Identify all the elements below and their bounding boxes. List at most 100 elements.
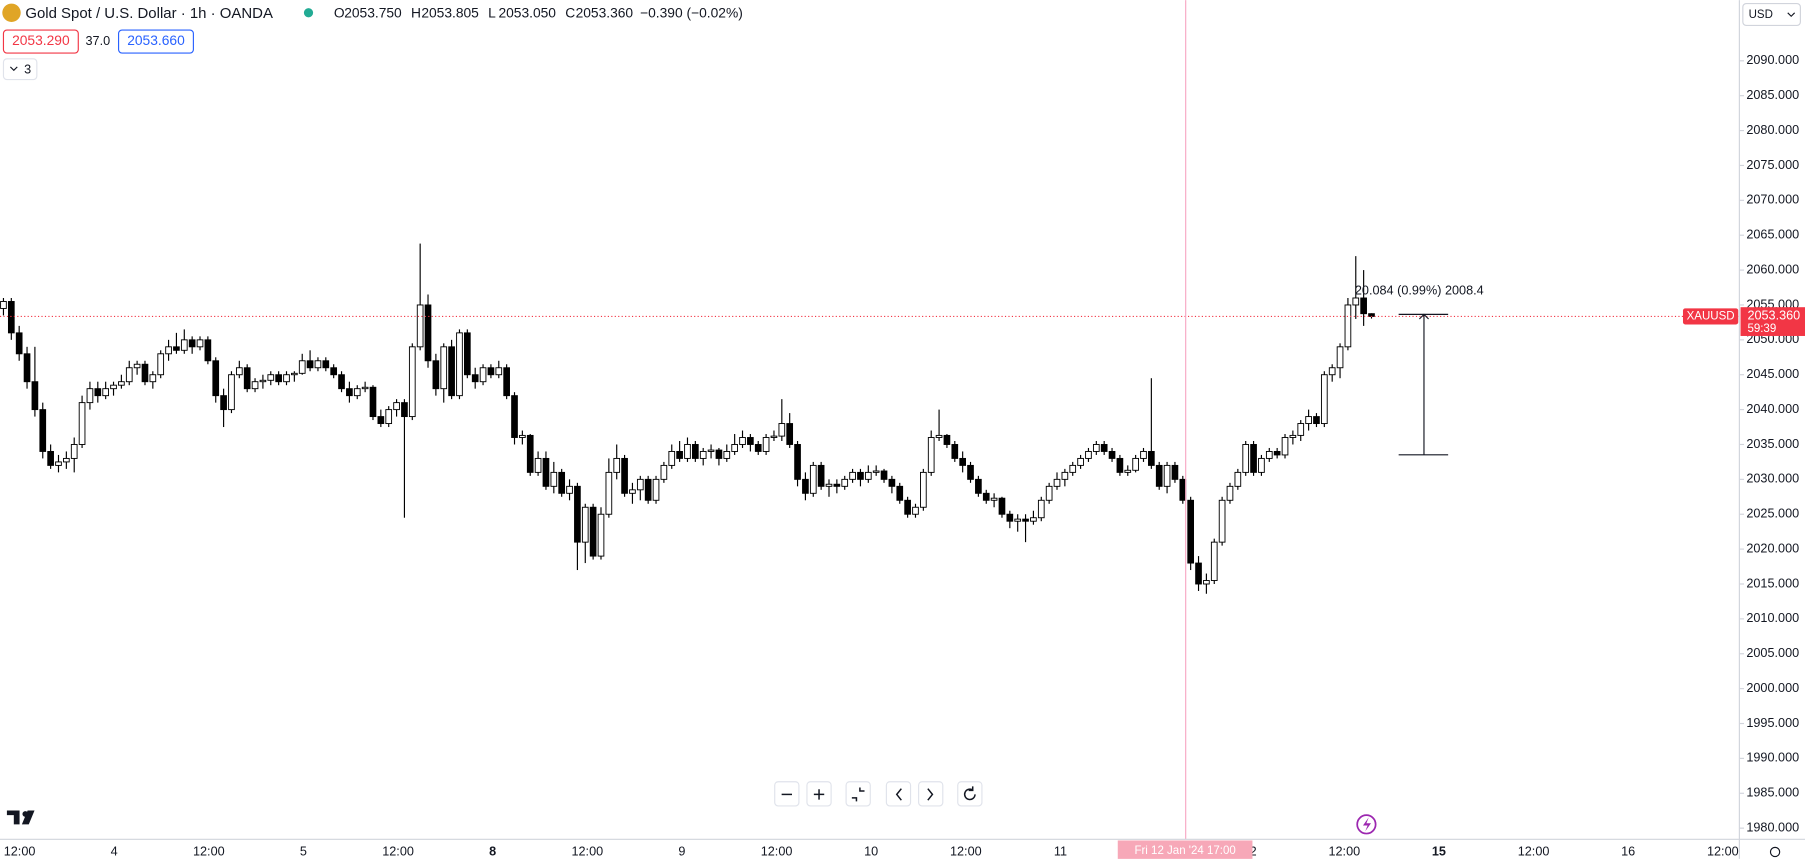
candle-body [251,381,259,390]
candle-body [173,346,180,351]
candle-body [1124,469,1132,473]
candle-body [943,434,951,445]
candle-body [1203,580,1210,585]
candle-body [306,360,314,369]
candle-body [1273,450,1281,456]
candle-body [699,450,707,459]
y-tick-label: 2085.000 [1746,88,1799,102]
candle-body [927,437,935,473]
candle-body [330,367,338,376]
measure-tool[interactable] [1398,313,1449,456]
logo [6,810,35,825]
candle-body [731,444,738,452]
candle-body [975,478,982,494]
ask: 2053.660 [127,32,185,48]
candle-body [574,485,581,543]
candle-body [723,450,731,459]
y-tick-label: 2065.000 [1746,228,1799,242]
candle-body [94,388,102,397]
candle-body [707,449,715,452]
x-tick-label: 4 [111,844,118,858]
currency-caret [1787,12,1796,18]
candle-body [1148,450,1155,466]
x-tick-label: 10 [864,844,878,858]
candle-body [401,402,408,418]
candle-body [196,339,204,348]
y-tick-label: 1990.000 [1746,751,1799,765]
candle-body [566,485,573,494]
candle-body [581,506,589,543]
candle-body [1218,499,1226,543]
y-tick-label: 2040.000 [1746,402,1799,416]
crosshair-time: Fri 12 Jan '24 17:00 [1134,845,1235,857]
candle-body [794,444,801,480]
settings-icon[interactable] [1769,846,1781,858]
candle-body [1077,457,1084,466]
market-status [303,8,314,18]
candle-body [39,409,47,452]
countdown: 59:39 [1747,323,1776,335]
candle-body [739,437,746,445]
currency: USD [1749,9,1773,21]
candle-body [165,346,172,355]
candle-body [259,379,267,383]
candle-body [1045,485,1053,501]
symbol-tag [1682,308,1739,325]
plot-area [0,243,1740,594]
y-tick-label: 2090.000 [1746,53,1799,67]
candle-body [283,374,290,383]
scroll-right[interactable] [918,781,944,807]
candle-body [1328,367,1336,376]
currency-button[interactable] [1742,2,1801,27]
alert-icon[interactable] [1356,814,1377,835]
candle-body [1155,464,1163,487]
candle-body [1132,457,1139,471]
zoom-out[interactable] [774,781,800,807]
x-tick-label: 12:00 [571,844,603,858]
candle-body [1242,444,1250,473]
candle-body [1163,464,1171,487]
candle-body [1085,450,1092,459]
candle-body [920,471,927,508]
candle-body [833,483,841,487]
candle-body [86,388,94,404]
candle-body [1092,444,1100,452]
indicators-toggle[interactable] [2,58,38,81]
y-tick-label: 2000.000 [1746,681,1799,695]
spread: 37.0 [86,34,111,48]
crosshair-time-box [1117,840,1253,859]
candle-body [754,444,762,452]
reset-chart[interactable] [957,781,983,807]
candle-body [817,464,825,487]
candle-body [157,353,165,376]
candle-body [1258,457,1265,473]
candle-body [715,449,723,459]
candle-body [636,478,644,491]
buy-button[interactable] [117,29,194,54]
candle-body [141,363,149,383]
candle-body [998,497,1006,515]
sell-button[interactable] [2,29,79,54]
candle-body [888,478,896,487]
candle-body [1195,562,1202,585]
candle-body [747,437,754,445]
candle-body [550,471,558,487]
candle-body [110,384,117,390]
candle-body [243,367,251,390]
candle-body [762,437,770,452]
zoom-in[interactable] [806,781,832,807]
readout-value: 2053.050 [498,5,556,21]
bid: 2053.290 [12,32,70,48]
candle-body [880,470,888,480]
candle-body [857,471,864,480]
candle-body [1108,450,1116,459]
candle-body [534,457,542,473]
candle-body [0,301,7,309]
scroll-left[interactable] [885,781,912,807]
candle-body [503,367,510,397]
reset-scale[interactable] [845,781,871,807]
candle-body [393,402,400,411]
candle-body [275,374,282,383]
readout-key: O [334,5,345,21]
